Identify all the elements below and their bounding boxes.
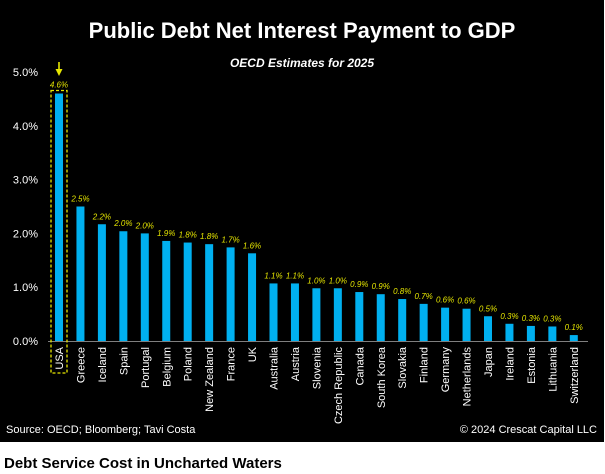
- bar: [97, 224, 106, 341]
- bar: [484, 316, 492, 341]
- x-tick-label: Australia: [269, 346, 281, 390]
- bar: [333, 288, 342, 341]
- data-label: 1.6%: [243, 241, 261, 250]
- data-labels: 4.6%2.5%2.2%2.0% 2.0%1.9% 1.8% 1.8% 1.7%1.6%…: [50, 81, 583, 333]
- chart-panel: [0, 0, 604, 442]
- bar: [183, 242, 192, 341]
- y-axis: 0.0% 1.0% 2.0% 3.0% 4.0% 5.0%: [13, 67, 38, 348]
- bar: [76, 206, 85, 341]
- bar: [548, 326, 557, 341]
- bar: [526, 325, 535, 341]
- data-label: 2.5%: [70, 195, 89, 204]
- bar: [140, 233, 149, 341]
- x-tick-label: Germany: [440, 347, 452, 393]
- highlight-box: [50, 89, 68, 374]
- x-tick-label: UK: [247, 346, 259, 362]
- data-label: 1.9%: [157, 229, 175, 238]
- data-label: 0.3%: [500, 312, 518, 321]
- bar: [398, 299, 407, 341]
- x-tick-label: Lithuania: [547, 346, 559, 392]
- data-label: 1.1%: [264, 271, 282, 280]
- bar: [505, 323, 514, 341]
- x-tick-label: Poland: [183, 347, 195, 381]
- x-tick-label: Czech Republic: [333, 347, 345, 425]
- x-tick-label: New Zealand: [204, 347, 216, 412]
- copyright-note: © 2024 Crescat Capital LLC: [460, 424, 597, 436]
- y-tick-label: 3.0%: [13, 175, 38, 187]
- data-label: 1.0%: [329, 276, 347, 285]
- bar: [312, 288, 321, 341]
- data-label: 0.5%: [479, 304, 497, 313]
- bar: [248, 253, 257, 341]
- bar: [462, 308, 471, 341]
- chart: Public Debt Net Interest Payment to GDP …: [6, 18, 597, 436]
- data-label: 2.2%: [92, 212, 111, 221]
- bar: [162, 240, 171, 341]
- data-label: 0.3%: [522, 314, 540, 323]
- bar: [419, 303, 428, 341]
- bar: [355, 292, 364, 341]
- usa-highlight: [50, 62, 68, 374]
- bar: [269, 283, 278, 341]
- data-label: 1.8%: [179, 231, 197, 240]
- x-tick-label: Iceland: [97, 347, 109, 382]
- bars: [55, 93, 578, 342]
- x-tick-label: Belgium: [161, 347, 173, 387]
- bar: [376, 294, 385, 341]
- y-tick-label: 5.0%: [13, 67, 38, 79]
- chart-title: Public Debt Net Interest Payment to GDP: [89, 18, 516, 43]
- x-tick-label: France: [226, 347, 238, 381]
- data-label: 0.8%: [393, 287, 411, 296]
- x-tick-label: Slovenia: [311, 346, 323, 389]
- x-tick-label: Canada: [354, 346, 366, 385]
- x-tick-label: USA: [54, 346, 66, 369]
- x-tick-label: Japan: [483, 347, 495, 377]
- bar: [205, 244, 214, 341]
- x-tick-label: Finland: [419, 347, 431, 383]
- y-tick-label: 2.0%: [13, 228, 38, 240]
- source-note: Source: OECD; Bloomberg; Tavi Costa: [6, 424, 196, 436]
- figure-caption: Debt Service Cost in Uncharted Waters: [4, 455, 282, 472]
- bar: [55, 93, 63, 342]
- bar: [569, 335, 578, 341]
- data-label: 4.6%: [50, 81, 68, 90]
- data-label: 1.1%: [286, 271, 304, 280]
- bar: [119, 231, 128, 341]
- x-tick-label: Estonia: [526, 346, 538, 384]
- data-label: 0.9%: [350, 280, 368, 289]
- x-tick-label: Netherlands: [462, 347, 474, 407]
- x-tick-label: Switzerland: [569, 347, 581, 404]
- y-tick-label: 4.0%: [13, 121, 38, 133]
- bar: [441, 307, 450, 341]
- data-label: 0.6%: [436, 296, 454, 305]
- bar: [226, 247, 235, 341]
- data-label: 1.0%: [307, 276, 325, 285]
- data-label: 0.9%: [372, 282, 390, 291]
- data-label: 2.0%: [135, 221, 154, 230]
- x-tick-label: Portugal: [140, 347, 152, 388]
- data-label: 1.7%: [221, 235, 239, 244]
- x-tick-label: South Korea: [376, 346, 388, 408]
- x-tick-label: Slovakia: [397, 346, 409, 388]
- data-label: 0.3%: [543, 314, 561, 323]
- x-axis: USA Greece Iceland Spain Portugal Belgium Pola…: [54, 346, 581, 424]
- x-tick-label: Spain: [118, 347, 130, 375]
- x-tick-label: Ireland: [504, 347, 516, 381]
- bar: [290, 283, 299, 341]
- data-label: 2.0%: [113, 219, 132, 228]
- data-label: 1.8%: [200, 232, 218, 241]
- data-label: 0.1%: [565, 323, 583, 332]
- chart-subtitle: OECD Estimates for 2025: [230, 56, 374, 70]
- x-tick-label: Greece: [75, 347, 87, 383]
- y-tick-label: 1.0%: [13, 282, 38, 294]
- arrow-head: [55, 69, 63, 76]
- data-label: 0.7%: [415, 292, 433, 301]
- y-tick-label: 0.0%: [13, 336, 38, 348]
- x-tick-label: Austria: [290, 346, 302, 381]
- data-label: 0.6%: [457, 297, 475, 306]
